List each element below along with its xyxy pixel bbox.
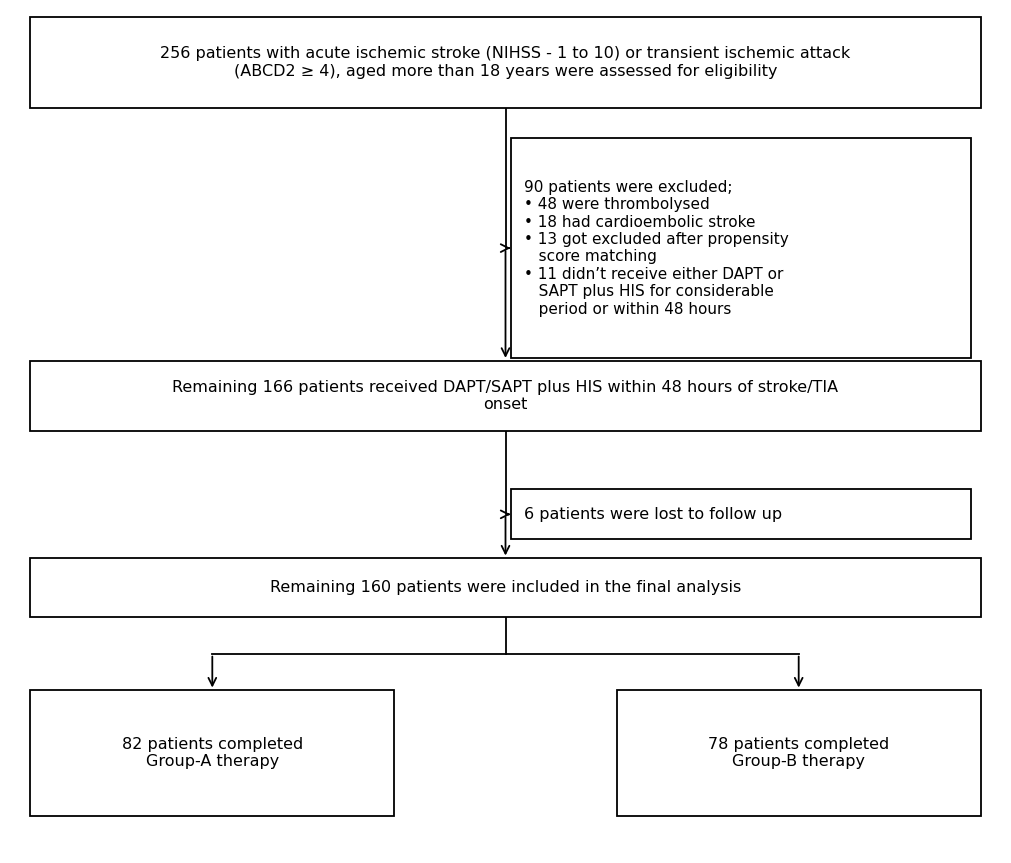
FancyBboxPatch shape bbox=[617, 690, 981, 816]
FancyBboxPatch shape bbox=[30, 558, 981, 617]
Text: 90 patients were excluded;
• 48 were thrombolysed
• 18 had cardioembolic stroke
: 90 patients were excluded; • 48 were thr… bbox=[524, 180, 789, 317]
Text: 82 patients completed
Group-A therapy: 82 patients completed Group-A therapy bbox=[121, 737, 303, 769]
FancyBboxPatch shape bbox=[511, 489, 971, 539]
FancyBboxPatch shape bbox=[511, 138, 971, 358]
FancyBboxPatch shape bbox=[30, 690, 394, 816]
Text: 6 patients were lost to follow up: 6 patients were lost to follow up bbox=[524, 507, 782, 522]
FancyBboxPatch shape bbox=[30, 361, 981, 432]
Text: Remaining 166 patients received DAPT/SAPT plus HIS within 48 hours of stroke/TIA: Remaining 166 patients received DAPT/SAP… bbox=[173, 380, 838, 413]
FancyBboxPatch shape bbox=[30, 17, 981, 108]
Text: Remaining 160 patients were included in the final analysis: Remaining 160 patients were included in … bbox=[270, 580, 741, 595]
Text: 256 patients with acute ischemic stroke (NIHSS - 1 to 10) or transient ischemic : 256 patients with acute ischemic stroke … bbox=[161, 47, 850, 79]
Text: 78 patients completed
Group-B therapy: 78 patients completed Group-B therapy bbox=[708, 737, 890, 769]
